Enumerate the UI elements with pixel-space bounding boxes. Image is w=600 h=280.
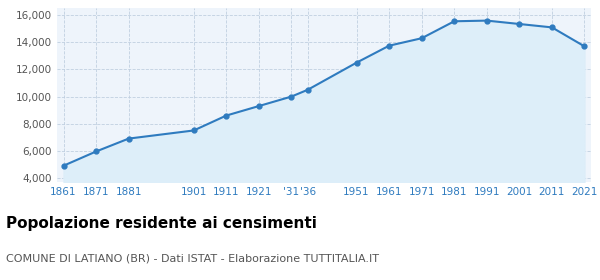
Text: COMUNE DI LATIANO (BR) - Dati ISTAT - Elaborazione TUTTITALIA.IT: COMUNE DI LATIANO (BR) - Dati ISTAT - El… — [6, 254, 379, 264]
Text: Popolazione residente ai censimenti: Popolazione residente ai censimenti — [6, 216, 317, 231]
